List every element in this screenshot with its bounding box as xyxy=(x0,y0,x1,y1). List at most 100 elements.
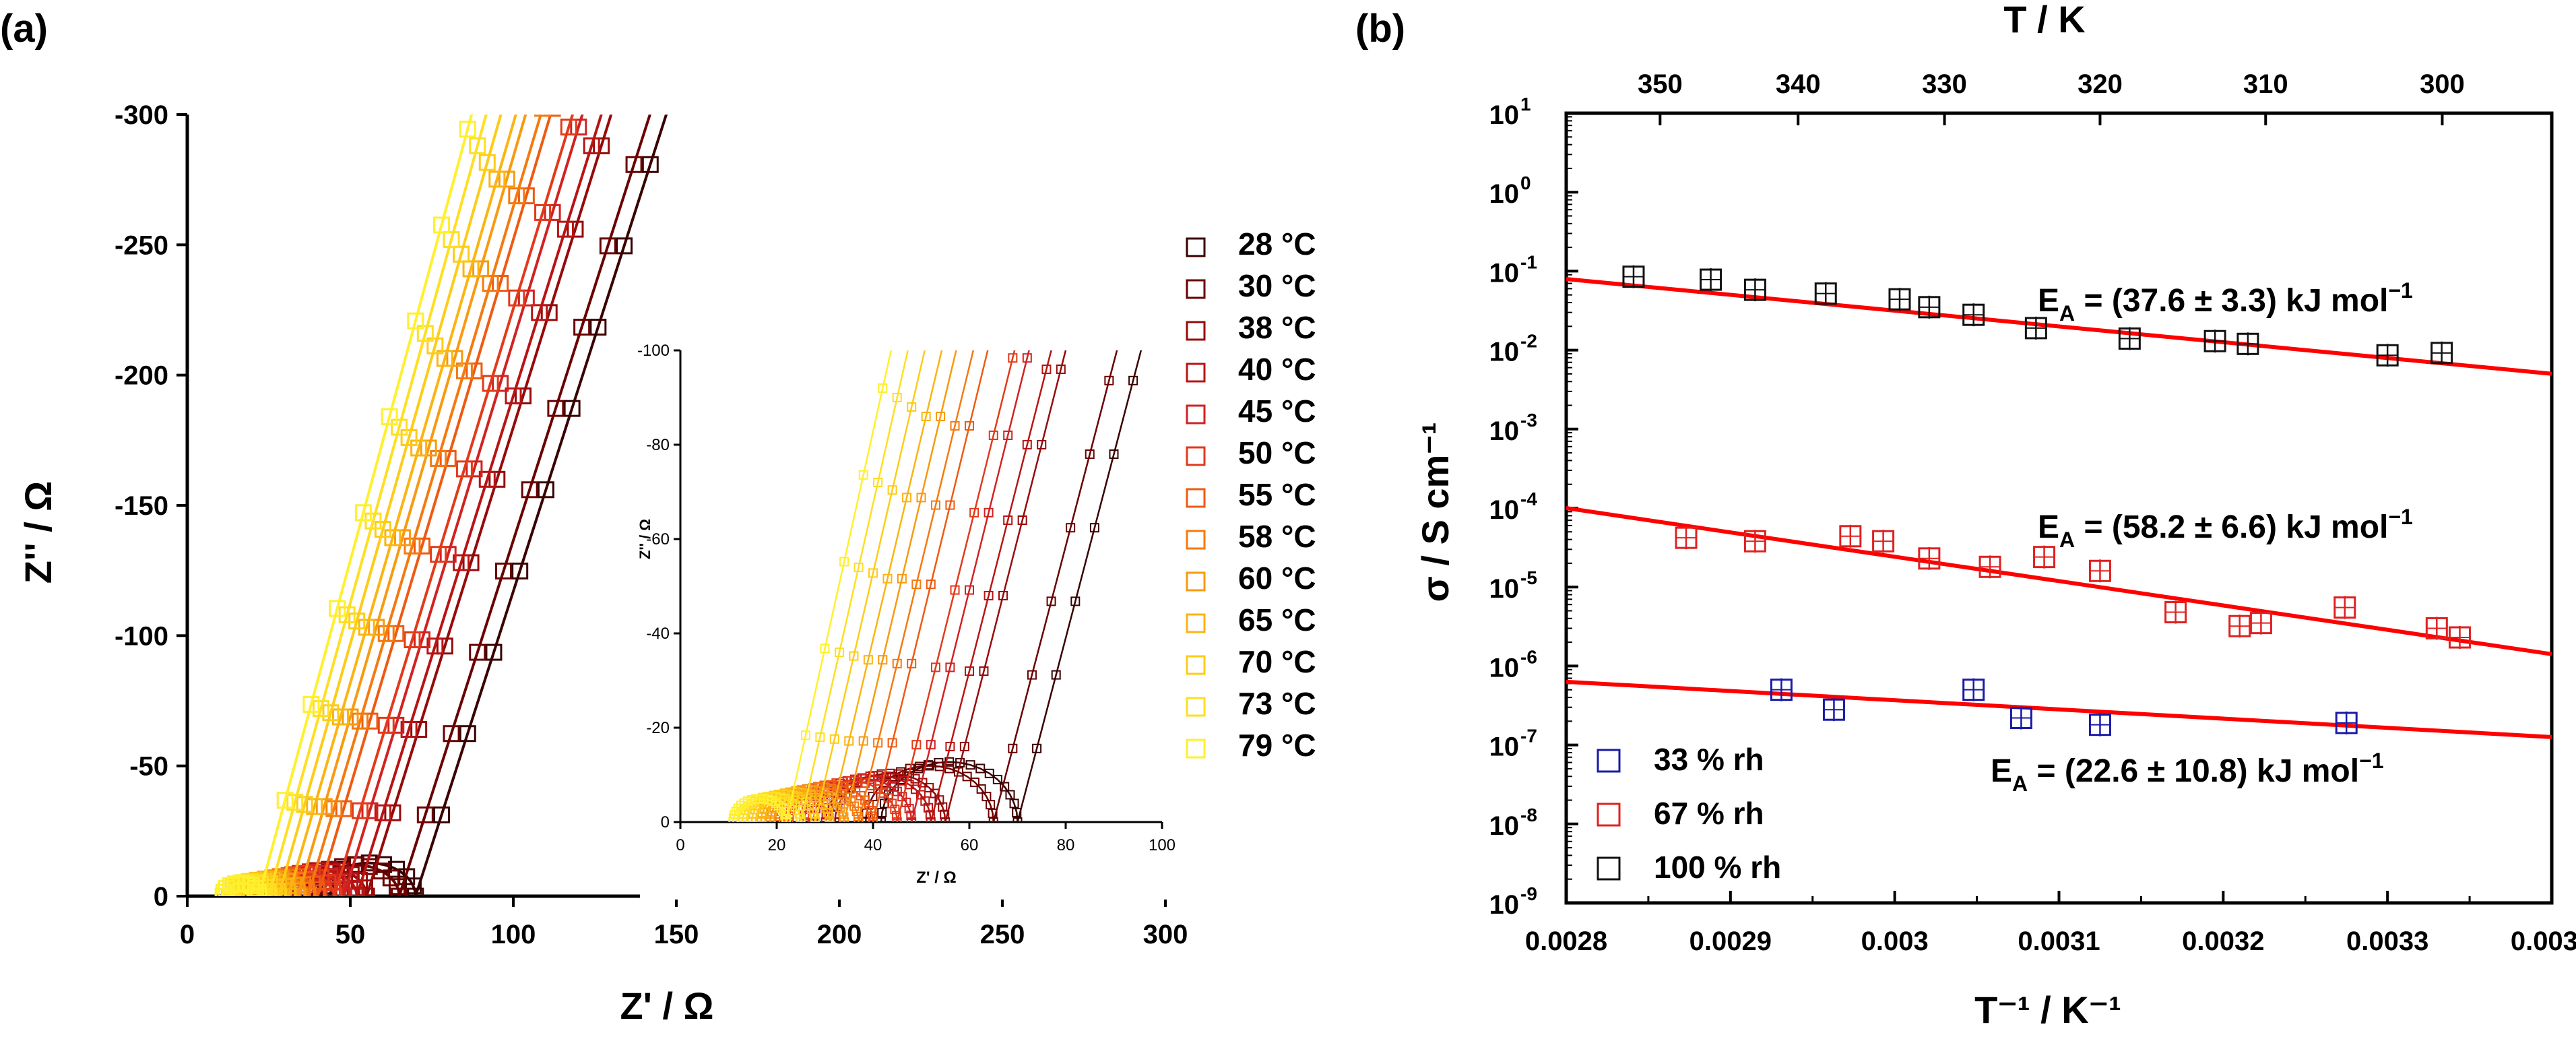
panel-a-fit-line-38C xyxy=(290,115,613,896)
panel-a-legend-label: 60 °C xyxy=(1238,561,1316,596)
panel-a-data-point xyxy=(393,529,411,546)
panel-a-data-point xyxy=(404,631,421,649)
panel-a-inset-fit-line xyxy=(864,350,1118,822)
panel-b-y-tick-label: 10 xyxy=(1489,732,1520,762)
panel-a-inset-data-point xyxy=(988,431,998,440)
panel-a-inset-y-tick-label: -60 xyxy=(646,530,670,548)
panel-a-inset-data-point xyxy=(1037,440,1047,449)
panel-a-y-axis-title: Z'' / Ω xyxy=(17,481,59,584)
panel-a-inset-data-point xyxy=(1056,365,1066,374)
panel-b-top-tick-label: 340 xyxy=(1776,69,1821,99)
panel-b-x-tick-label: 0.003 xyxy=(1861,926,1929,956)
panel-b-legend-marker xyxy=(1597,749,1621,773)
panel-b-y-tick-label: 10 xyxy=(1489,495,1520,525)
panel-a-data-point xyxy=(446,350,463,367)
panel-a-inset-data-point xyxy=(962,772,972,782)
panel-b-y-tick-exponent: 1 xyxy=(1520,94,1531,115)
panel-a-legend-marker xyxy=(1186,321,1206,341)
panel-a-data-point xyxy=(302,695,320,713)
panel-a-x-axis-title: Z' / Ω xyxy=(620,984,713,1027)
panel-a-inset-data-point xyxy=(825,812,835,822)
panel-b-y-tick-label: 10 xyxy=(1489,258,1520,288)
panel-a-data-point xyxy=(335,800,352,817)
panel-a-data-point xyxy=(306,798,323,815)
panel-a-inset-data-point xyxy=(781,817,792,822)
panel-a-data-point xyxy=(616,237,633,255)
panel-a-inset-data-point xyxy=(1109,449,1119,459)
panel-a-inset-data-point xyxy=(890,805,900,815)
panel-a-legend-label: 58 °C xyxy=(1238,519,1316,554)
panel-b-y-tick-exponent: 0 xyxy=(1520,172,1531,193)
panel-a-data-point xyxy=(498,170,515,188)
panel-a-legend-marker xyxy=(1186,279,1206,299)
panel-a-data-point xyxy=(413,537,430,555)
panel-b-x-tick-label: 0.0032 xyxy=(2182,926,2264,956)
panel-a-data-point xyxy=(342,708,359,726)
panel-a-data-point xyxy=(492,375,509,392)
panel-a-data-point xyxy=(426,637,444,655)
panel-a-inset-data-point xyxy=(1003,515,1013,525)
panel-a-data-point xyxy=(404,877,422,895)
ea-superscript: −1 xyxy=(2359,749,2383,773)
panel-a-data-point xyxy=(469,643,486,661)
panel-a-data-point xyxy=(547,400,565,417)
panel-a-inset-data-point xyxy=(837,807,847,817)
panel-a-inset-y-tick-label: -20 xyxy=(646,719,670,737)
panel-a-legend-label: 30 °C xyxy=(1238,268,1316,303)
panel-a-inset-data-point xyxy=(984,768,994,778)
panel-a-data-point xyxy=(352,802,369,819)
panel-b-plot: 0.0028 0.0029 0.003 0.0031 0.0032 0.0033 0.003… xyxy=(1489,69,2576,956)
panel-a-legend-label: 40 °C xyxy=(1238,352,1316,387)
panel-a-inset-data-point xyxy=(944,757,955,767)
panel-a-inset-data-point xyxy=(820,643,830,654)
panel-a-data-point xyxy=(387,716,405,734)
panel-b-y-tick-exponent: -5 xyxy=(1520,567,1537,588)
panel-a-inset-data-point xyxy=(1003,431,1013,440)
panel-b-fit-line-0 xyxy=(1566,679,2552,739)
panel-a-inset-data-point xyxy=(796,787,806,797)
panel-b-legend: 33 % rh 67 % rh 100 % rh xyxy=(1597,742,1781,885)
panel-a-inset-y-tick-label: 0 xyxy=(661,813,670,831)
panel-a-inset-data-point xyxy=(965,421,974,431)
panel-b-top-tick-label: 350 xyxy=(1638,69,1683,99)
panel-a-legend-marker xyxy=(1186,446,1206,466)
panel-a-inset-data-point xyxy=(904,780,914,790)
panel-a-inset-data-point xyxy=(877,808,887,818)
ea-subscript: A xyxy=(2059,528,2075,552)
panel-a-data-point xyxy=(400,721,418,739)
panel-a-inset-data-point xyxy=(868,568,878,578)
panel-a-legend-label: 55 °C xyxy=(1238,477,1316,512)
panel-a-data-point xyxy=(544,203,561,221)
panel-a-y-tick-label: 0 xyxy=(154,882,168,912)
panel-a-data-point xyxy=(492,275,509,292)
panel-a-inset-data-point xyxy=(1128,375,1138,385)
panel-a-inset-data-point xyxy=(950,585,960,595)
panel-a-x-tick-label: 200 xyxy=(817,920,862,949)
panel-a-inset-data-point xyxy=(920,796,930,806)
panel-a-inset-data-point xyxy=(861,817,871,822)
panel-a-inset-data-point xyxy=(1012,808,1022,818)
panel-a-inset-x-tick-label: 0 xyxy=(676,836,684,854)
panel-a-data-point xyxy=(508,289,525,307)
panel-a-data-point xyxy=(361,712,379,730)
panel-a-data-point xyxy=(391,418,408,436)
panel-a-inset-data-point xyxy=(969,777,979,787)
panel-a-data-point xyxy=(407,887,424,896)
panel-a-inset-data-point xyxy=(887,798,897,809)
panel-a-y-tick-label: -100 xyxy=(115,621,168,651)
panel-a-inset-data-point xyxy=(1066,523,1076,533)
panel-a-data-point xyxy=(276,792,294,809)
panel-a-main-plot: 0 50 100 150 200 250 3000-50-100-150-200-250-3… xyxy=(115,100,1188,949)
panel-a-inset-data-point xyxy=(1085,449,1095,459)
panel-b-x-tick-label: 0.0029 xyxy=(1689,926,1772,956)
panel-a-inset-data-point xyxy=(984,591,994,600)
panel-b-y-tick-label: 10 xyxy=(1489,653,1520,683)
panel-a-legend-marker xyxy=(1186,655,1206,675)
panel-b-top-axis-title: T / K xyxy=(2003,0,2085,40)
panel-b-y-tick-exponent: -8 xyxy=(1520,805,1537,825)
panel-a-inset-data-point xyxy=(992,774,1002,784)
panel-a-data-point xyxy=(335,887,352,896)
panel-a-inset-data-point xyxy=(839,557,849,567)
ea-value: = (58.2 ± 6.6) kJ mol xyxy=(2075,509,2388,545)
